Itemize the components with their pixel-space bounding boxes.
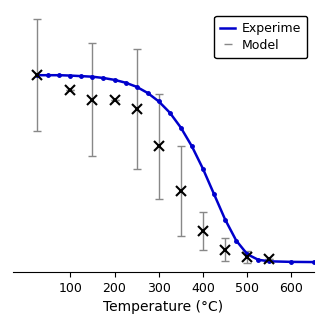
Experime bbox=[223, 248, 227, 252]
Model bbox=[190, 145, 194, 148]
Model bbox=[268, 260, 271, 263]
Model bbox=[179, 126, 183, 130]
Model bbox=[212, 192, 216, 196]
Legend: Experime, Model: Experime, Model bbox=[214, 16, 307, 58]
Model bbox=[234, 239, 238, 243]
Model bbox=[312, 260, 316, 264]
Model bbox=[223, 218, 227, 221]
Model bbox=[146, 91, 150, 95]
Experime bbox=[157, 145, 161, 148]
Experime bbox=[268, 257, 271, 261]
Experime bbox=[245, 255, 249, 259]
Experime bbox=[113, 98, 116, 101]
Model bbox=[57, 73, 61, 77]
Experime bbox=[179, 189, 183, 193]
X-axis label: Temperature (°C): Temperature (°C) bbox=[103, 300, 223, 314]
Model bbox=[101, 76, 105, 80]
Experime bbox=[91, 98, 94, 101]
Line: Experime: Experime bbox=[32, 70, 274, 264]
Model bbox=[91, 75, 94, 79]
Experime bbox=[201, 229, 205, 233]
Model bbox=[168, 111, 172, 115]
Experime bbox=[68, 88, 72, 92]
Model bbox=[68, 74, 72, 77]
Model bbox=[79, 74, 83, 78]
Model bbox=[157, 100, 161, 103]
Model bbox=[124, 81, 127, 84]
Model bbox=[35, 73, 39, 77]
Model bbox=[290, 260, 293, 264]
Model bbox=[201, 167, 205, 171]
Model bbox=[256, 258, 260, 262]
Experime bbox=[135, 107, 139, 111]
Model bbox=[113, 78, 116, 82]
Model bbox=[135, 85, 139, 89]
Experime bbox=[35, 73, 39, 77]
Model bbox=[46, 73, 50, 77]
Model bbox=[245, 252, 249, 256]
Line: Model: Model bbox=[37, 75, 314, 262]
